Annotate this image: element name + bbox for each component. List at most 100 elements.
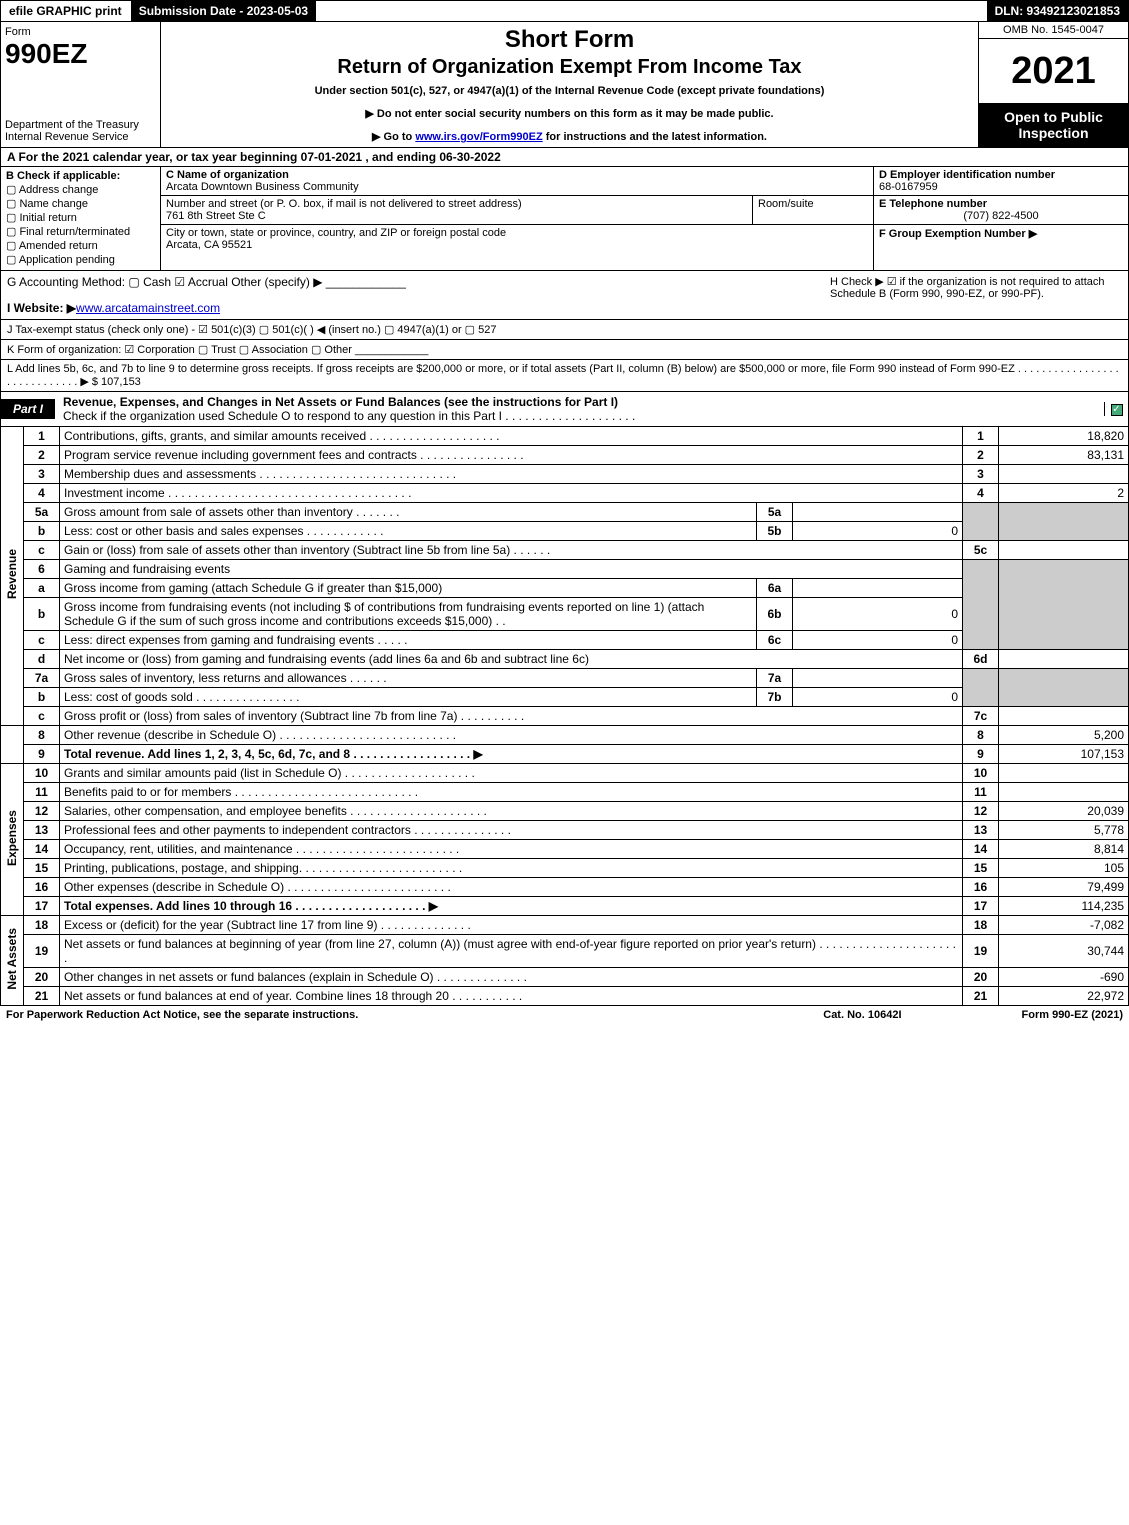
d-row: D Employer identification number 68-0167…: [874, 167, 1128, 196]
v8: 5,200: [999, 726, 1129, 745]
k-row: K Form of organization: ☑ Corporation ▢ …: [0, 340, 1129, 360]
n2: 2: [24, 446, 60, 465]
n17: 17: [24, 897, 60, 916]
gv5: [999, 503, 1129, 541]
rn6d: 6d: [963, 650, 999, 669]
h-row: H Check ▶ ☑ if the organization is not r…: [822, 275, 1122, 315]
v1: 18,820: [999, 427, 1129, 446]
g6: [963, 560, 999, 650]
d11: Benefits paid to or for members . . . . …: [60, 783, 963, 802]
g5: [963, 503, 999, 541]
ghi-left: G Accounting Method: ▢ Cash ☑ Accrual Ot…: [7, 275, 822, 315]
rn13: 13: [963, 821, 999, 840]
header-left: Form 990EZ Department of the Treasury In…: [1, 22, 161, 147]
n18: 18: [24, 916, 60, 935]
d12: Salaries, other compensation, and employ…: [60, 802, 963, 821]
form-title: Return of Organization Exempt From Incom…: [165, 56, 974, 79]
part1-checkbox[interactable]: ✓: [1104, 402, 1128, 416]
n7c: c: [24, 707, 60, 726]
f-row: F Group Exemption Number ▶: [874, 225, 1128, 242]
v13: 5,778: [999, 821, 1129, 840]
d5c: Gain or (loss) from sale of assets other…: [60, 541, 963, 560]
lines-table: Revenue 1 Contributions, gifts, grants, …: [0, 427, 1129, 1006]
g7: [963, 669, 999, 707]
d13: Professional fees and other payments to …: [60, 821, 963, 840]
submission-date: Submission Date - 2023-05-03: [131, 1, 317, 21]
sn6c: 6c: [757, 631, 793, 650]
d6a: Gross income from gaming (attach Schedul…: [60, 579, 757, 598]
e-row: E Telephone number (707) 822-4500: [874, 196, 1128, 225]
d15: Printing, publications, postage, and shi…: [60, 859, 963, 878]
city-val: Arcata, CA 95521: [166, 239, 252, 251]
website-link[interactable]: www.arcatamainstreet.com: [76, 301, 220, 315]
omb: OMB No. 1545-0047: [979, 22, 1128, 39]
n4: 4: [24, 484, 60, 503]
side-rev2: [1, 726, 24, 764]
d-val: 68-0167959: [879, 181, 938, 193]
v20: -690: [999, 968, 1129, 987]
b-hdr: B Check if applicable:: [6, 170, 120, 182]
chk-amended[interactable]: Amended return: [6, 239, 155, 252]
rn21: 21: [963, 987, 999, 1006]
rn4: 4: [963, 484, 999, 503]
v5c: [999, 541, 1129, 560]
side-revenue: Revenue: [1, 427, 24, 726]
short-form: Short Form: [165, 26, 974, 54]
chk-pending[interactable]: Application pending: [6, 253, 155, 266]
n5a: 5a: [24, 503, 60, 522]
n15: 15: [24, 859, 60, 878]
n6c: c: [24, 631, 60, 650]
org-name: Arcata Downtown Business Community: [166, 181, 359, 193]
d6d: Net income or (loss) from gaming and fun…: [60, 650, 963, 669]
n8: 8: [24, 726, 60, 745]
n6a: a: [24, 579, 60, 598]
n11: 11: [24, 783, 60, 802]
n14: 14: [24, 840, 60, 859]
gv7: [999, 669, 1129, 707]
col-c: C Name of organization Arcata Downtown B…: [161, 167, 873, 270]
side-na: Net Assets: [1, 916, 24, 1006]
d7c: Gross profit or (loss) from sales of inv…: [60, 707, 963, 726]
city-row: City or town, state or province, country…: [161, 225, 873, 270]
d6: Gaming and fundraising events: [60, 560, 963, 579]
d5b: Less: cost or other basis and sales expe…: [60, 522, 757, 541]
n10: 10: [24, 764, 60, 783]
j-row: J Tax-exempt status (check only one) - ☑…: [0, 320, 1129, 340]
n21: 21: [24, 987, 60, 1006]
chk-address[interactable]: Address change: [6, 183, 155, 196]
note2-post: for instructions and the latest informat…: [543, 131, 767, 143]
street-val: 761 8th Street Ste C: [166, 210, 266, 222]
v7c: [999, 707, 1129, 726]
header-center: Short Form Return of Organization Exempt…: [161, 22, 978, 147]
note-2: ▶ Go to www.irs.gov/Form990EZ for instru…: [165, 130, 974, 143]
v11: [999, 783, 1129, 802]
chk-final[interactable]: Final return/terminated: [6, 225, 155, 238]
rn17: 17: [963, 897, 999, 916]
n13: 13: [24, 821, 60, 840]
chk-name[interactable]: Name change: [6, 197, 155, 210]
e-lbl: E Telephone number: [879, 198, 987, 210]
d10: Grants and similar amounts paid (list in…: [60, 764, 963, 783]
part1-hdr: Part I Revenue, Expenses, and Changes in…: [0, 392, 1129, 427]
open-public: Open to Public Inspection: [979, 103, 1128, 147]
rn19: 19: [963, 935, 999, 968]
chk-initial[interactable]: Initial return: [6, 211, 155, 224]
sn7b: 7b: [757, 688, 793, 707]
d19: Net assets or fund balances at beginning…: [60, 935, 963, 968]
row-a: A For the 2021 calendar year, or tax yea…: [0, 148, 1129, 167]
irs-link[interactable]: www.irs.gov/Form990EZ: [415, 131, 542, 143]
v2: 83,131: [999, 446, 1129, 465]
d6c: Less: direct expenses from gaming and fu…: [60, 631, 757, 650]
v3: [999, 465, 1129, 484]
footer: For Paperwork Reduction Act Notice, see …: [0, 1006, 1129, 1024]
section-bcdef: B Check if applicable: Address change Na…: [0, 167, 1129, 271]
name-lbl: C Name of organization: [166, 169, 289, 181]
d18: Excess or (deficit) for the year (Subtra…: [60, 916, 963, 935]
gv6: [999, 560, 1129, 650]
rn18: 18: [963, 916, 999, 935]
rn10: 10: [963, 764, 999, 783]
sn6b: 6b: [757, 598, 793, 631]
v6d: [999, 650, 1129, 669]
g-row: G Accounting Method: ▢ Cash ☑ Accrual Ot…: [7, 275, 822, 289]
d2: Program service revenue including govern…: [60, 446, 963, 465]
